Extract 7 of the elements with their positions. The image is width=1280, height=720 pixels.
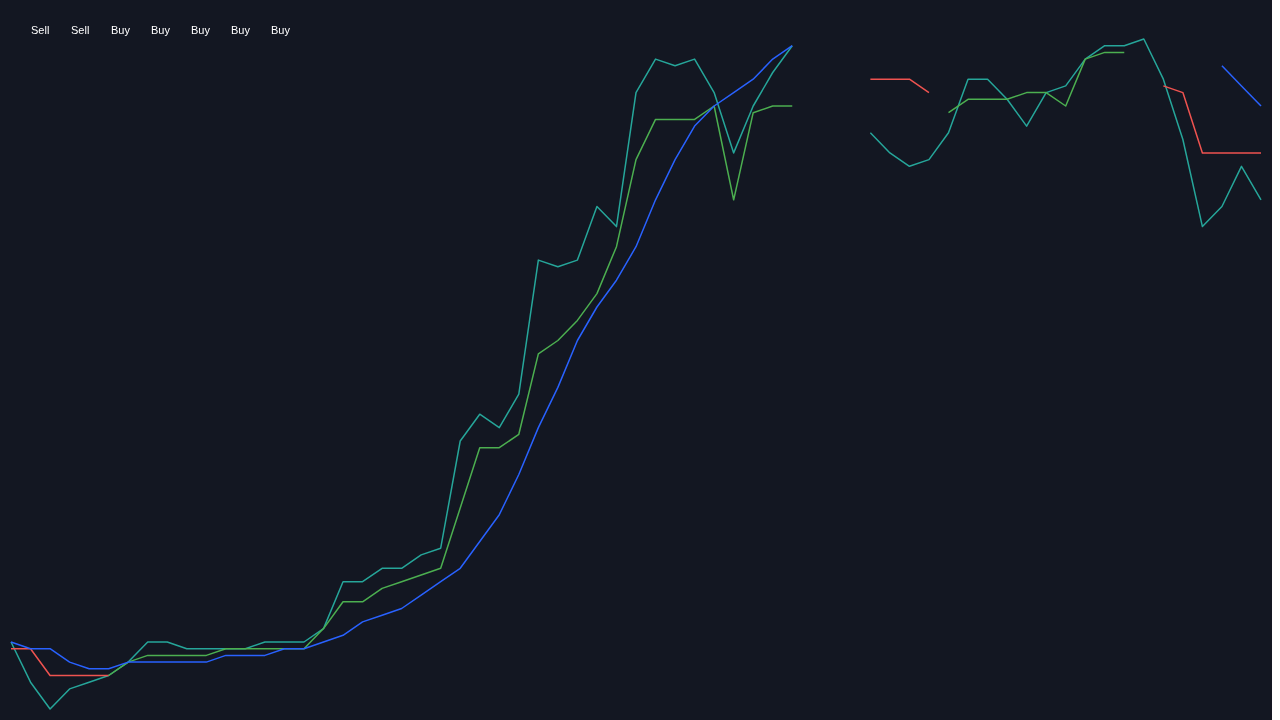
text: Buy — [111, 24, 131, 36]
text: Sell — [31, 24, 50, 36]
text: Buy — [191, 24, 211, 36]
text: Buy — [151, 24, 171, 36]
text: Sell — [71, 24, 90, 36]
text: Buy — [231, 24, 251, 36]
text: Buy — [271, 24, 291, 36]
